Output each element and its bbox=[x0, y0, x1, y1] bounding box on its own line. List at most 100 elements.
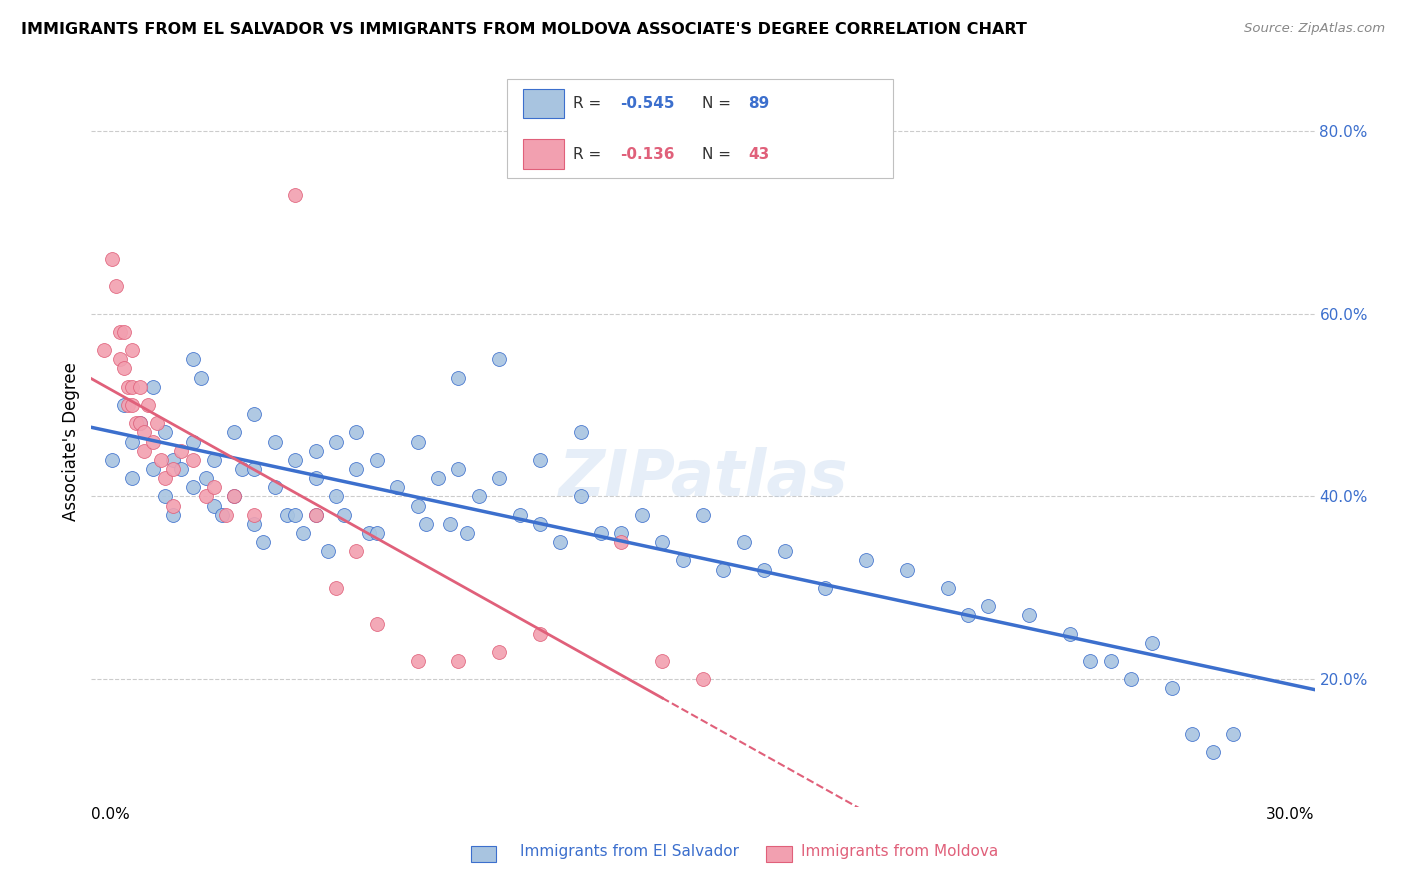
Point bbox=[346, 462, 368, 476]
Point bbox=[183, 453, 205, 467]
Point bbox=[1059, 626, 1081, 640]
Point bbox=[509, 508, 531, 522]
Text: -0.136: -0.136 bbox=[620, 146, 675, 161]
Point bbox=[264, 434, 287, 449]
Point bbox=[183, 352, 205, 367]
Point bbox=[447, 654, 470, 668]
Point bbox=[488, 471, 510, 485]
Point bbox=[1080, 654, 1102, 668]
FancyBboxPatch shape bbox=[523, 89, 564, 119]
Text: -0.545: -0.545 bbox=[620, 96, 675, 112]
Point bbox=[121, 380, 143, 394]
Point bbox=[569, 489, 592, 503]
Point bbox=[855, 553, 877, 567]
Point bbox=[153, 489, 176, 503]
Text: 43: 43 bbox=[748, 146, 769, 161]
Point bbox=[304, 508, 326, 522]
Point bbox=[170, 443, 193, 458]
Point bbox=[162, 462, 184, 476]
Point bbox=[439, 516, 461, 531]
Point bbox=[108, 352, 131, 367]
Point bbox=[366, 617, 388, 632]
Point bbox=[366, 453, 388, 467]
Point bbox=[896, 563, 918, 577]
Point bbox=[121, 343, 143, 358]
Point bbox=[1161, 681, 1184, 696]
Point bbox=[222, 489, 246, 503]
Point bbox=[333, 508, 356, 522]
Point bbox=[215, 508, 238, 522]
Point bbox=[406, 654, 429, 668]
Point bbox=[936, 581, 959, 595]
Point bbox=[1121, 673, 1143, 687]
Point bbox=[104, 279, 127, 293]
Point bbox=[529, 626, 551, 640]
Point bbox=[292, 526, 315, 541]
Point bbox=[141, 380, 163, 394]
Point bbox=[488, 645, 510, 659]
Point bbox=[977, 599, 1000, 614]
Point bbox=[427, 471, 450, 485]
Text: Source: ZipAtlas.com: Source: ZipAtlas.com bbox=[1244, 22, 1385, 36]
Point bbox=[134, 443, 156, 458]
Point bbox=[211, 508, 233, 522]
Point bbox=[1181, 727, 1204, 741]
Text: 0.0%: 0.0% bbox=[91, 807, 131, 822]
Point bbox=[264, 480, 287, 494]
Point bbox=[346, 425, 368, 440]
Text: R =: R = bbox=[574, 96, 606, 112]
Point bbox=[591, 526, 613, 541]
Point bbox=[138, 398, 160, 412]
Point bbox=[447, 462, 470, 476]
Point bbox=[366, 526, 388, 541]
Point bbox=[121, 471, 143, 485]
Point bbox=[711, 563, 734, 577]
FancyBboxPatch shape bbox=[523, 139, 564, 169]
Point bbox=[101, 453, 124, 467]
Point bbox=[316, 544, 339, 558]
Point bbox=[467, 489, 491, 503]
Point bbox=[243, 516, 266, 531]
Point bbox=[754, 563, 776, 577]
Point bbox=[415, 516, 437, 531]
Point bbox=[357, 526, 380, 541]
Point bbox=[170, 462, 193, 476]
Point bbox=[162, 499, 184, 513]
Point bbox=[1202, 746, 1225, 760]
Point bbox=[1018, 608, 1040, 623]
Point bbox=[112, 361, 135, 376]
Point bbox=[610, 535, 633, 549]
Point bbox=[304, 443, 326, 458]
Point bbox=[631, 508, 654, 522]
Point bbox=[194, 471, 217, 485]
Point bbox=[145, 416, 167, 431]
Point bbox=[149, 453, 172, 467]
Point bbox=[956, 608, 979, 623]
Point bbox=[222, 425, 246, 440]
Point bbox=[121, 434, 143, 449]
Point bbox=[672, 553, 695, 567]
Point bbox=[93, 343, 115, 358]
Point bbox=[117, 380, 139, 394]
Point bbox=[651, 654, 673, 668]
Point bbox=[529, 516, 551, 531]
Point bbox=[222, 489, 246, 503]
Point bbox=[129, 416, 152, 431]
Point bbox=[325, 581, 347, 595]
Point bbox=[814, 581, 837, 595]
Point bbox=[529, 453, 551, 467]
Text: R =: R = bbox=[574, 146, 606, 161]
Point bbox=[1140, 635, 1163, 649]
Point bbox=[252, 535, 274, 549]
Text: Immigrants from El Salvador: Immigrants from El Salvador bbox=[520, 845, 740, 859]
Point bbox=[385, 480, 409, 494]
Point bbox=[243, 407, 266, 421]
Point bbox=[108, 325, 131, 339]
Point bbox=[610, 526, 633, 541]
Point bbox=[125, 416, 148, 431]
Point bbox=[325, 434, 347, 449]
Point bbox=[231, 462, 253, 476]
Point bbox=[488, 352, 510, 367]
Point bbox=[692, 673, 714, 687]
Point bbox=[153, 425, 176, 440]
